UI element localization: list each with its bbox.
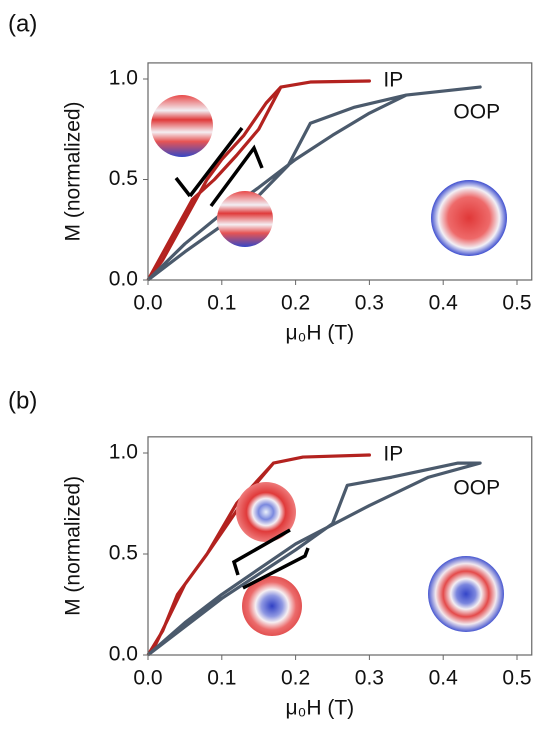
sweep-arrow xyxy=(209,144,264,208)
inset-image xyxy=(431,180,507,256)
series-label: OOP xyxy=(453,477,500,500)
series-label: OOP xyxy=(453,101,500,124)
x-axis-label: μ₀H (T) xyxy=(286,697,355,720)
x-tick-label: 0.5 xyxy=(502,292,531,315)
y-tick-label: 0.5 xyxy=(109,542,138,565)
inset-image xyxy=(236,482,296,542)
y-tick-label: 0.0 xyxy=(109,268,138,291)
x-tick-label: 0.3 xyxy=(355,292,384,315)
panel-label: (a) xyxy=(8,10,37,37)
x-axis-label: μ₀H (T) xyxy=(286,322,355,345)
plot-frame xyxy=(147,62,533,281)
sweep-arrow xyxy=(174,126,244,198)
data-line xyxy=(146,453,371,656)
y-tick-label: 1.0 xyxy=(109,441,138,464)
series-label: IP xyxy=(383,443,403,466)
inset-image xyxy=(242,576,302,636)
inset-image xyxy=(151,95,213,157)
y-axis-label: M (normalized) xyxy=(62,476,85,616)
sweep-arrow xyxy=(231,528,291,576)
y-axis-label: M (normalized) xyxy=(62,101,85,241)
plot-frame xyxy=(147,436,533,656)
x-tick-label: 0.2 xyxy=(281,667,310,690)
data-line xyxy=(146,461,482,657)
y-tick-label: 0.0 xyxy=(109,643,138,666)
series-label: IP xyxy=(383,69,403,92)
sweep-arrow xyxy=(242,547,310,590)
insets xyxy=(151,95,507,636)
x-tick-label: 0.0 xyxy=(133,667,162,690)
inset-image xyxy=(217,191,273,247)
x-tick-label: 0.4 xyxy=(429,667,459,690)
x-tick-label: 0.5 xyxy=(502,667,531,690)
y-tick-label: 1.0 xyxy=(109,67,138,90)
x-tick-label: 0.4 xyxy=(429,292,459,315)
panel-label: (b) xyxy=(8,387,37,414)
data-line xyxy=(146,79,371,281)
x-tick-label: 0.1 xyxy=(207,292,236,315)
x-tick-label: 0.3 xyxy=(355,667,384,690)
x-tick-label: 0.1 xyxy=(207,667,236,690)
y-tick-label: 0.5 xyxy=(109,167,138,190)
x-tick-label: 0.2 xyxy=(281,292,310,315)
inset-image xyxy=(428,556,504,632)
x-tick-label: 0.0 xyxy=(133,292,162,315)
